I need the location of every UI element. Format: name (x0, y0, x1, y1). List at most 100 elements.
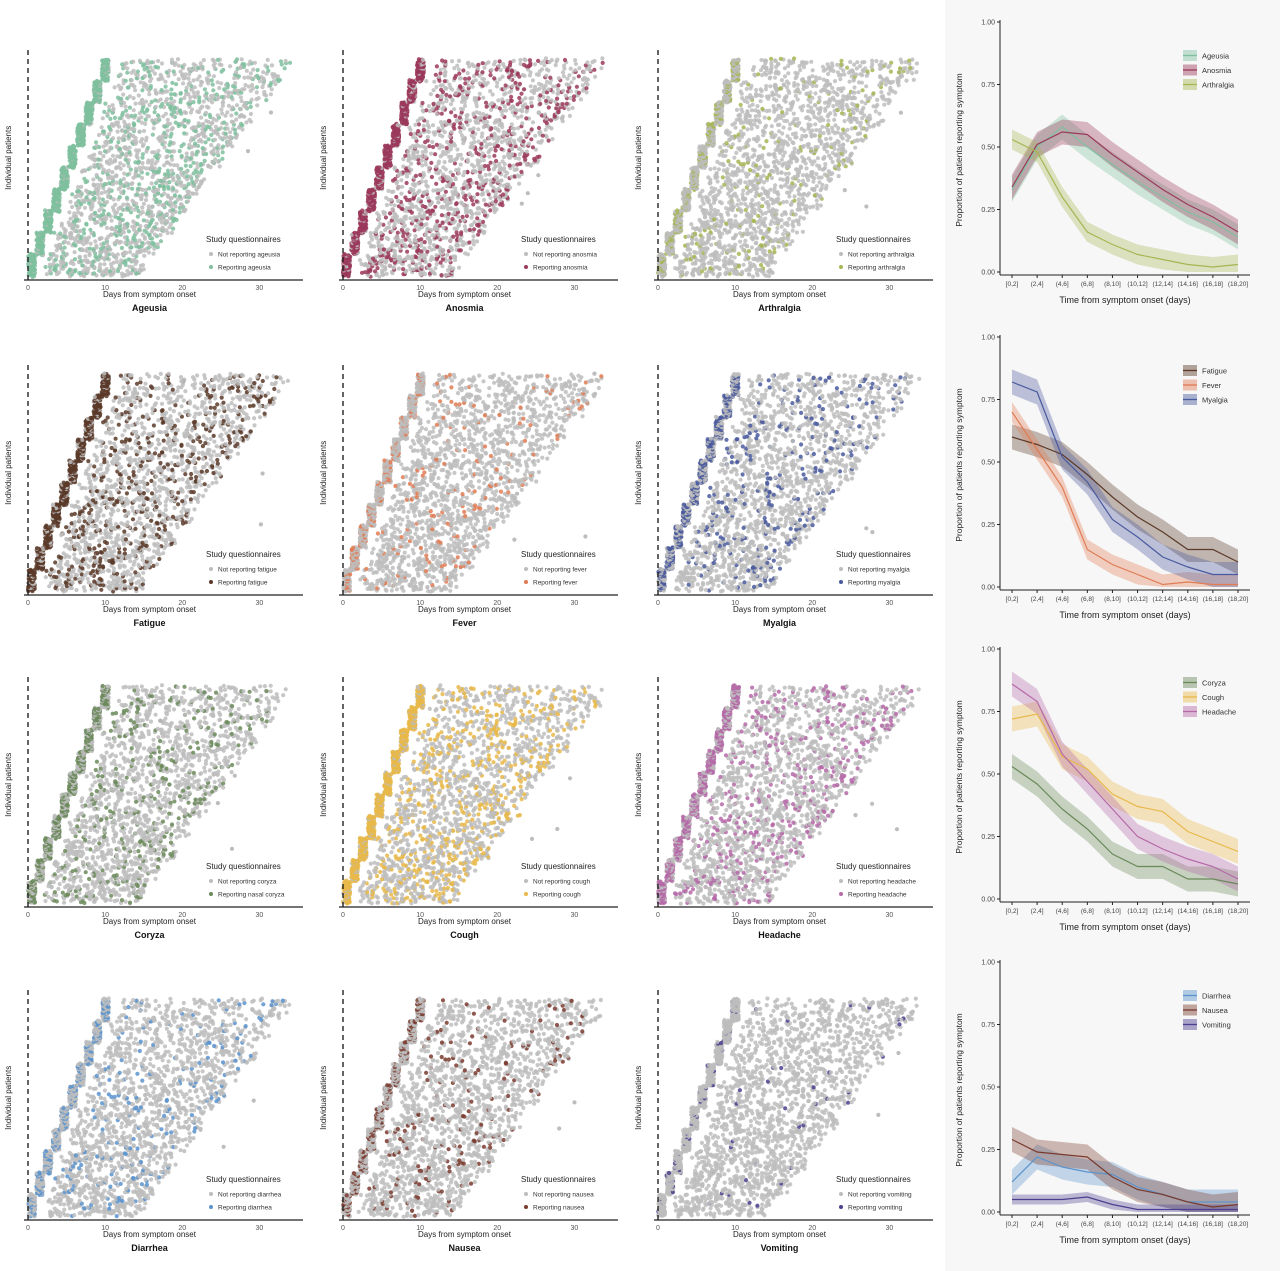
reporting-point (458, 248, 463, 253)
reporting-point (191, 100, 196, 105)
not-reporting-point (111, 260, 116, 265)
reporting-point (468, 177, 473, 183)
reporting-point (54, 263, 60, 268)
not-reporting-point (220, 111, 225, 116)
reporting-point (248, 104, 253, 109)
not-reporting-point (455, 147, 460, 152)
reporting-point (186, 182, 191, 187)
not-reporting-point (219, 107, 224, 112)
not-reporting-point (251, 67, 256, 72)
not-reporting-point (116, 164, 122, 170)
not-reporting-point (481, 197, 487, 203)
not-reporting-point (400, 238, 405, 243)
not-reporting-point (122, 235, 127, 240)
not-reporting-point (391, 189, 396, 194)
not-reporting-point (539, 138, 545, 143)
reporting-point (439, 273, 444, 278)
not-reporting-point (201, 58, 206, 63)
not-reporting-point (408, 216, 413, 221)
reporting-point (177, 210, 182, 215)
not-reporting-point (137, 165, 142, 170)
reporting-point (71, 144, 77, 149)
reporting-point (475, 192, 480, 197)
not-reporting-point (405, 227, 410, 232)
reporting-point (79, 259, 84, 264)
not-reporting-point (53, 243, 59, 248)
not-reporting-point (484, 178, 489, 183)
not-reporting-point (458, 129, 463, 134)
reporting-point (173, 120, 178, 125)
not-reporting-point (119, 128, 125, 133)
not-reporting-point (122, 171, 127, 176)
not-reporting-point (431, 188, 436, 193)
scatter-points (26, 57, 293, 280)
not-reporting-point (387, 263, 392, 268)
not-reporting-point (453, 91, 458, 96)
not-reporting-point (518, 135, 524, 140)
not-reporting-point (127, 145, 132, 150)
not-reporting-point (404, 206, 409, 211)
reporting-point (529, 137, 534, 142)
reporting-point (147, 186, 152, 191)
not-reporting-point (462, 103, 468, 108)
not-reporting-point (417, 211, 422, 216)
reporting-point (393, 176, 398, 182)
not-reporting-point (199, 79, 204, 84)
reporting-point (497, 106, 502, 111)
not-reporting-point (505, 137, 511, 142)
not-reporting-point (449, 130, 454, 135)
not-reporting-point (104, 225, 110, 230)
not-reporting-point (99, 191, 104, 196)
reporting-point (136, 244, 141, 249)
not-reporting-point (566, 107, 571, 112)
not-reporting-point (67, 210, 72, 215)
not-reporting-point (184, 170, 189, 175)
reporting-point (126, 257, 131, 262)
reporting-point (546, 105, 551, 110)
not-reporting-point (561, 88, 566, 93)
not-reporting-point (163, 111, 168, 116)
not-reporting-point (472, 220, 477, 225)
not-reporting-point (368, 244, 374, 249)
not-reporting-point (150, 204, 155, 209)
reporting-point (117, 229, 122, 234)
not-reporting-point (472, 140, 477, 145)
not-reporting-point (504, 108, 509, 113)
reporting-point (172, 92, 177, 97)
not-reporting-point (154, 221, 159, 226)
not-reporting-point (425, 195, 431, 200)
reporting-point (209, 132, 214, 138)
not-reporting-point (250, 82, 255, 88)
reporting-point (167, 180, 172, 185)
not-reporting-point (228, 64, 233, 69)
not-reporting-point (165, 121, 170, 126)
not-reporting-point (365, 253, 370, 258)
not-reporting-point (384, 195, 389, 200)
not-reporting-point (172, 99, 177, 104)
not-reporting-point (238, 107, 243, 112)
not-reporting-point (411, 143, 416, 148)
not-reporting-point (248, 71, 253, 76)
not-reporting-point (424, 222, 429, 227)
reporting-point (73, 268, 78, 273)
not-reporting-point (408, 186, 413, 191)
not-reporting-point (153, 88, 158, 93)
reporting-point (126, 229, 131, 234)
not-reporting-point (416, 181, 421, 186)
not-reporting-point (182, 62, 187, 68)
not-reporting-point (190, 150, 195, 156)
not-reporting-point (133, 267, 138, 272)
reporting-point (239, 121, 244, 126)
not-reporting-point (109, 218, 114, 223)
not-reporting-point (420, 108, 425, 113)
reporting-point (101, 129, 107, 134)
not-reporting-point (434, 112, 439, 117)
reporting-point (101, 241, 106, 246)
not-reporting-point (490, 101, 495, 106)
not-reporting-point (456, 167, 461, 172)
not-reporting-point (549, 98, 554, 103)
not-reporting-point (118, 73, 123, 78)
reporting-point (108, 116, 113, 121)
not-reporting-point (175, 57, 181, 62)
not-reporting-point (104, 139, 109, 144)
